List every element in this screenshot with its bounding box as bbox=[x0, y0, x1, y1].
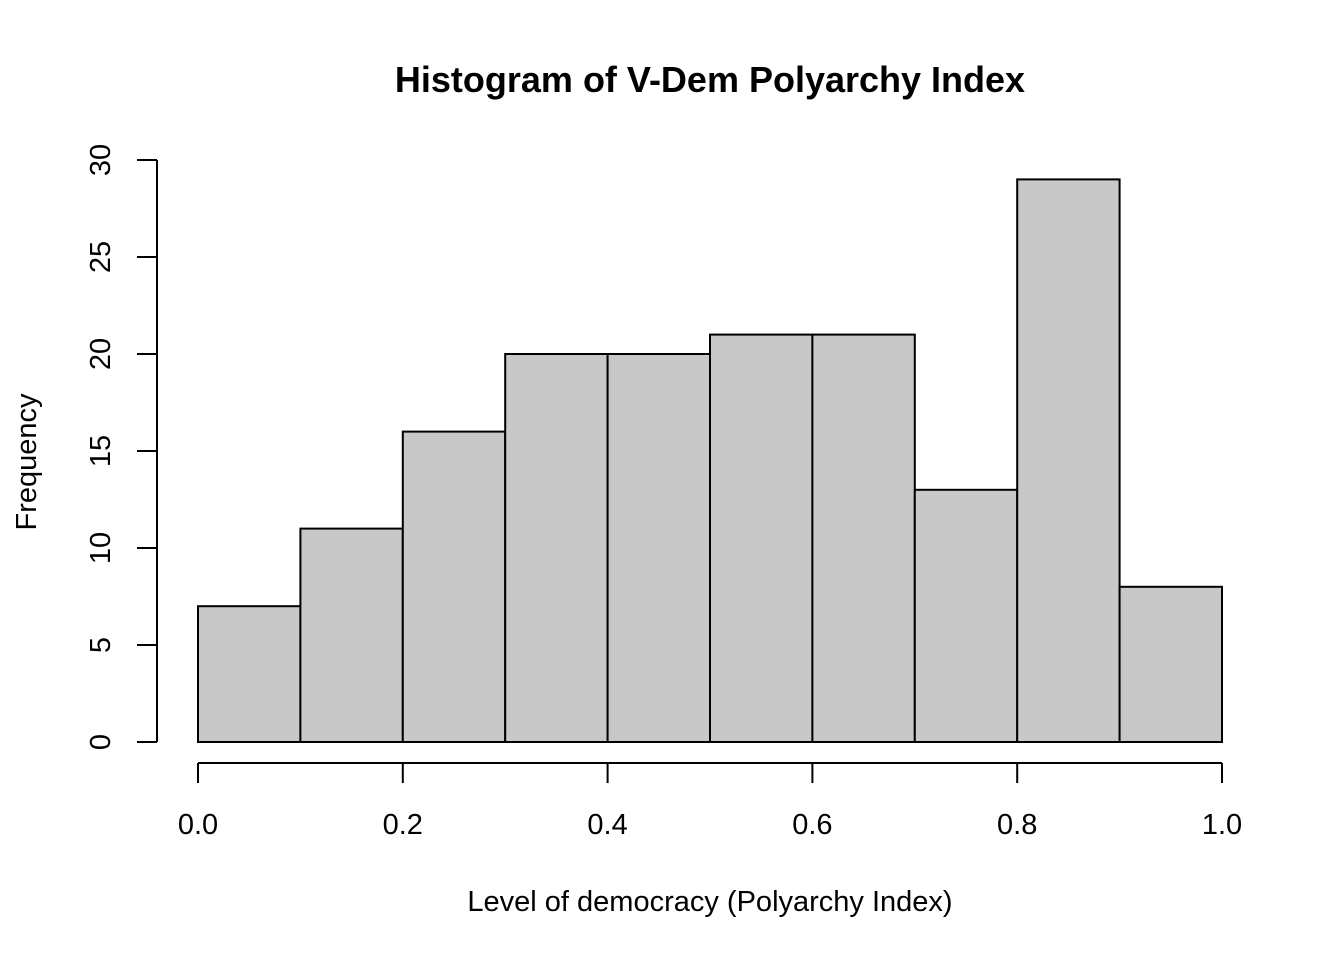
histogram-bar-6 bbox=[811, 333, 916, 743]
histogram-bar-2 bbox=[401, 430, 507, 743]
chart-title: Histogram of V-Dem Polyarchy Index bbox=[395, 59, 1025, 100]
y-tick-label: 15 bbox=[85, 435, 117, 467]
y-tick-label: 20 bbox=[85, 338, 117, 370]
histogram-bar-4 bbox=[606, 353, 711, 743]
histogram-bar-3 bbox=[504, 353, 609, 743]
y-tick-label: 5 bbox=[85, 637, 117, 653]
y-axis: 0 5 10 15 20 25 30 bbox=[85, 144, 158, 750]
x-tick-label: 0.4 bbox=[587, 809, 627, 841]
bars-group bbox=[197, 178, 1223, 744]
histogram-bar-9 bbox=[1118, 585, 1223, 743]
y-tick-label: 30 bbox=[85, 144, 117, 176]
histogram-bar-7 bbox=[913, 488, 1019, 743]
x-tick-label: 0.8 bbox=[997, 809, 1037, 841]
histogram-bar-0 bbox=[197, 605, 302, 744]
histogram-bar-1 bbox=[299, 527, 404, 743]
y-tick-label: 25 bbox=[85, 241, 117, 273]
x-tick-label: 0.6 bbox=[792, 809, 832, 841]
y-axis-label: Frequency bbox=[11, 393, 43, 531]
y-tick-label: 0 bbox=[85, 734, 117, 750]
x-axis: 0.0 0.2 0.4 0.6 0.8 1.0 bbox=[178, 762, 1242, 841]
y-tick-label: 10 bbox=[85, 532, 117, 564]
histogram-bar-8 bbox=[1016, 178, 1121, 743]
histogram-bar-5 bbox=[709, 333, 814, 743]
x-tick-label: 0.2 bbox=[383, 809, 423, 841]
x-tick-label: 1.0 bbox=[1202, 809, 1242, 841]
x-tick-label: 0.0 bbox=[178, 809, 218, 841]
x-axis-label: Level of democracy (Polyarchy Index) bbox=[467, 886, 952, 918]
